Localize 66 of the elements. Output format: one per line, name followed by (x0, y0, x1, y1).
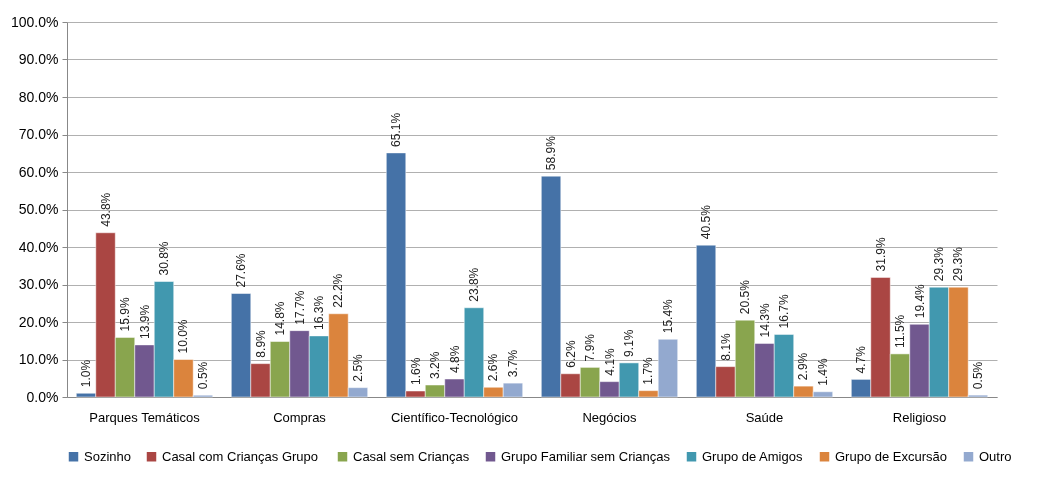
data-label: 8.9% (253, 329, 268, 358)
data-label: 22.2% (331, 273, 346, 308)
data-label: 14.3% (757, 303, 772, 338)
x-tick-label: Saúde (745, 409, 784, 425)
legend-label: Sozinho (84, 448, 131, 464)
data-label: 0.5% (970, 361, 985, 390)
y-tick-label: 90.0% (18, 51, 59, 67)
data-label: 4.1% (602, 347, 617, 376)
data-label: 15.4% (660, 298, 675, 334)
data-label: 30.8% (156, 241, 171, 276)
data-label: 17.7% (292, 290, 307, 325)
x-tick-label: Religioso (892, 409, 947, 425)
y-tick-label: 50.0% (18, 201, 59, 217)
data-label: 9.1% (621, 329, 636, 357)
y-tick-label: 10.0% (18, 351, 59, 367)
legend-label: Casal com Crianças Grupo (162, 448, 319, 464)
x-tick-label: Científico-Tecnológico (390, 409, 519, 425)
data-label: 6.2% (563, 340, 578, 368)
y-tick-label: 20.0% (18, 313, 59, 330)
data-label: 16.7% (776, 294, 791, 329)
data-label: 40.5% (699, 204, 714, 240)
data-label: 3.7% (505, 349, 520, 378)
data-label: 15.9% (118, 297, 133, 332)
data-label: 19.4% (912, 283, 927, 319)
data-label: 4.7% (854, 345, 869, 374)
data-label: 2.6% (486, 353, 501, 382)
data-label: 1.0% (79, 359, 94, 388)
data-label: 16.3% (311, 295, 326, 330)
legend-label: Casal sem Crianças (353, 448, 470, 464)
y-tick-label: 60.0% (18, 163, 59, 180)
y-tick-label: 0.0% (26, 388, 59, 405)
legend-label: Grupo Familiar sem Crianças (501, 448, 671, 464)
y-tick-label: 70.0% (18, 126, 59, 142)
data-label: 2.9% (796, 352, 811, 381)
data-label: 3.2% (428, 351, 443, 379)
data-label: 58.9% (544, 135, 559, 171)
data-label: 27.6% (234, 253, 249, 288)
data-label: 29.3% (951, 246, 966, 282)
y-tick-label: 80.0% (18, 88, 59, 105)
data-label: 7.9% (583, 333, 598, 362)
legend-label: Grupo de Amigos (702, 448, 803, 464)
data-label: 65.1% (389, 112, 404, 147)
data-label: 14.8% (273, 301, 288, 336)
data-label: 1.6% (408, 357, 423, 385)
y-tick-label: 30.0% (18, 276, 59, 292)
y-tick-label: 40.0% (18, 238, 59, 255)
data-label: 20.5% (738, 279, 753, 315)
data-label: 0.5% (195, 361, 210, 390)
x-tick-label: Compras (273, 409, 327, 425)
data-label: 23.8% (466, 267, 481, 302)
data-label: 13.9% (137, 304, 152, 339)
data-label: 1.7% (641, 356, 656, 385)
x-tick-label: Parques Temáticos (89, 409, 201, 425)
data-label: 10.0% (176, 319, 191, 354)
data-label: 11.5% (893, 314, 908, 348)
data-label: 31.9% (873, 237, 888, 272)
legend-label: Grupo de Excursão (835, 448, 948, 464)
data-label: 8.1% (718, 332, 733, 361)
data-label: 43.8% (98, 192, 113, 227)
data-label: 2.5% (350, 353, 365, 382)
data-label: 1.4% (815, 358, 830, 386)
data-label: 4.8% (447, 345, 462, 373)
legend-label: Outro (979, 448, 1012, 464)
data-label: 29.3% (931, 246, 946, 282)
y-tick-label: 100.0% (11, 13, 59, 30)
x-tick-label: Negócios (582, 409, 638, 425)
